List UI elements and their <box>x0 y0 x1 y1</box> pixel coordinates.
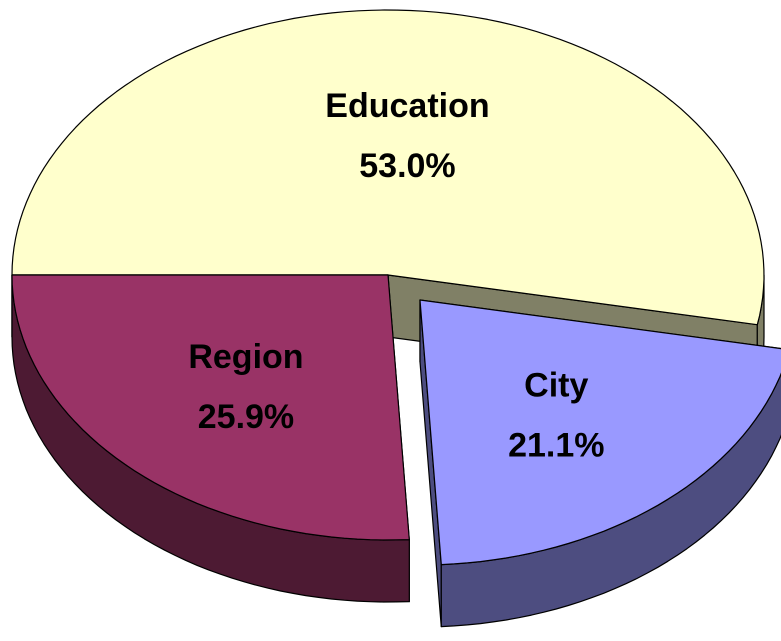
slice-label: Region <box>188 338 303 376</box>
slice <box>11 9 765 326</box>
slice-label: City <box>524 367 588 405</box>
value-label: 25.9% <box>198 398 294 436</box>
value-label: 53.0% <box>359 147 455 185</box>
slice <box>11 274 410 541</box>
value-label: 21.1% <box>508 427 604 465</box>
slice <box>419 299 781 566</box>
slice-label: Education <box>325 87 489 125</box>
